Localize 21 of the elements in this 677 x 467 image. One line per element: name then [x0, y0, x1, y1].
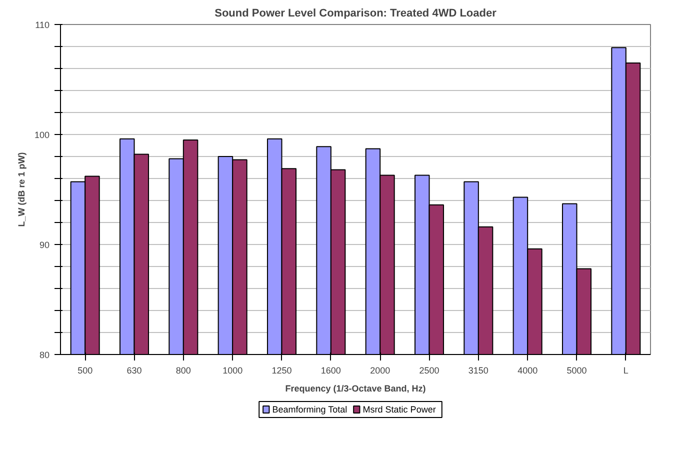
chart-title: Sound Power Level Comparison: Treated 4WD Loader: [214, 8, 498, 20]
y-axis-title: L_W (dB re 1 pW): [16, 152, 26, 227]
x-tick-label: 800: [176, 366, 191, 376]
y-tick-label: 110: [35, 20, 50, 30]
x-tick-label: 4000: [518, 366, 538, 376]
legend-label: Beamforming Total: [272, 404, 348, 414]
x-tick-label: 1000: [222, 366, 243, 376]
x-axis-title: Frequency (1/3-Octave Band, Hz): [285, 384, 426, 394]
legend-label: Msrd Static Power: [362, 404, 436, 414]
x-tick-label: 630: [126, 366, 142, 376]
x-tick-label: L: [623, 366, 628, 376]
x-tick-label: 1600: [320, 366, 341, 376]
x-tick-label: 2500: [419, 366, 440, 376]
x-tick-label: 5000: [566, 366, 587, 376]
y-tick-label: 90: [39, 240, 50, 250]
x-tick-label: 500: [78, 366, 93, 376]
x-tick-label: 3150: [468, 366, 488, 376]
x-tick-label: 1250: [272, 366, 292, 376]
x-tick-label: 2000: [370, 366, 390, 376]
y-tick-label: 80: [39, 350, 50, 360]
y-tick-label: 100: [34, 130, 50, 140]
